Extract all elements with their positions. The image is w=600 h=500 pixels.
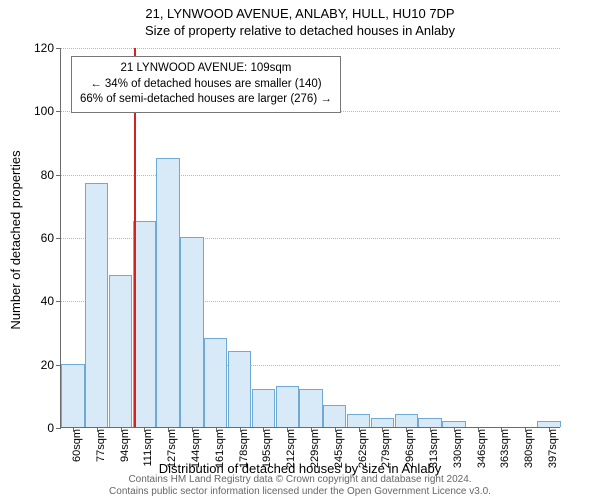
gridline (61, 48, 560, 49)
histogram-bar (371, 418, 394, 428)
y-tick-label: 60 (14, 231, 54, 245)
y-tick-mark (56, 301, 61, 302)
x-tick-label: 60sqm (71, 429, 83, 462)
x-tick-label: 77sqm (95, 429, 107, 462)
histogram-bar (418, 418, 441, 428)
y-tick-label: 120 (14, 41, 54, 55)
y-tick-mark (56, 111, 61, 112)
info-box-line-3: 66% of semi-detached houses are larger (… (80, 92, 332, 108)
info-box-line-2: ← 34% of detached houses are smaller (14… (80, 77, 332, 93)
chart-title-block: 21, LYNWOOD AVENUE, ANLABY, HULL, HU10 7… (0, 0, 600, 38)
y-tick-label: 100 (14, 104, 54, 118)
y-tick-label: 80 (14, 168, 54, 182)
title-line-2: Size of property relative to detached ho… (0, 23, 600, 38)
histogram-bar (299, 389, 322, 427)
y-tick-mark (56, 175, 61, 176)
histogram-bar (228, 351, 251, 427)
title-line-1: 21, LYNWOOD AVENUE, ANLABY, HULL, HU10 7… (0, 6, 600, 21)
y-tick-label: 0 (14, 421, 54, 435)
footnote-line-1: Contains HM Land Registry data © Crown c… (0, 474, 600, 486)
chart-area: 02040608010012060sqm77sqm94sqm111sqm127s… (60, 48, 560, 428)
footnote: Contains HM Land Registry data © Crown c… (0, 474, 600, 498)
footnote-line-2: Contains public sector information licen… (0, 486, 600, 498)
y-tick-mark (56, 428, 61, 429)
info-box-line-1: 21 LYNWOOD AVENUE: 109sqm (80, 61, 332, 77)
histogram-bar (61, 364, 84, 427)
y-tick-label: 40 (14, 294, 54, 308)
histogram-bar (133, 221, 156, 427)
histogram-bar (395, 414, 418, 427)
histogram-bar (204, 338, 227, 427)
plot-region: 02040608010012060sqm77sqm94sqm111sqm127s… (60, 48, 560, 428)
y-tick-label: 20 (14, 358, 54, 372)
histogram-bar (156, 158, 179, 427)
info-box: 21 LYNWOOD AVENUE: 109sqm← 34% of detach… (71, 56, 341, 113)
histogram-bar (85, 183, 108, 427)
y-tick-mark (56, 238, 61, 239)
histogram-bar (109, 275, 132, 427)
x-tick-label: 94sqm (119, 429, 131, 462)
histogram-bar (347, 414, 370, 427)
histogram-bar (276, 386, 299, 427)
histogram-bar (252, 389, 275, 427)
y-tick-mark (56, 48, 61, 49)
gridline (61, 175, 560, 176)
histogram-bar (323, 405, 346, 427)
histogram-bar (180, 237, 203, 427)
